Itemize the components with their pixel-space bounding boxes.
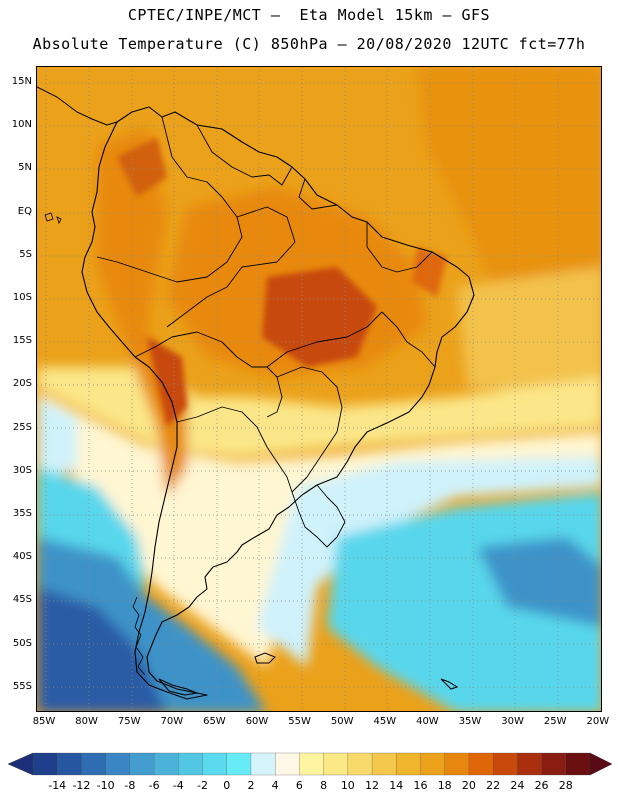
colorbar-swatch-12 (323, 752, 349, 776)
colorbar-swatch-4 (129, 752, 155, 776)
lon-label-30w: 30W (501, 716, 524, 727)
colorbar-swatch-21 (541, 752, 567, 776)
galapagos-islands (44, 212, 62, 225)
lat-label-15s: 15S (12, 335, 32, 347)
lon-label-65w: 65W (203, 716, 226, 727)
lon-label-60w: 60W (245, 716, 269, 727)
colorbar-label-4: -6 (148, 779, 160, 792)
country-borders (96, 116, 436, 548)
colorbar-swatch-17 (444, 752, 470, 776)
lat-label-10s: 10S (12, 292, 32, 303)
lat-label-40s: 40S (12, 551, 32, 563)
colorbar-swatch-0 (32, 752, 58, 776)
colorbar-label-11: 8 (320, 779, 328, 792)
colorbar-swatch-10 (275, 752, 300, 776)
lat-label-45s: 45S (12, 594, 32, 606)
field-hot-core (262, 267, 377, 367)
colorbar-swatch-18 (468, 752, 494, 776)
colorbar-label-16: 18 (437, 779, 452, 792)
colorbar-label-6: -2 (197, 779, 208, 792)
field-deep-blue (37, 587, 167, 711)
colorbar-label-9: 4 (271, 779, 279, 792)
colorbar-swatch-11 (299, 752, 325, 776)
colorbar-swatch-15 (396, 752, 421, 776)
chile-fjords (132, 596, 146, 676)
colorbar-swatch-6 (178, 752, 203, 776)
lon-label-25w: 25W (543, 716, 567, 727)
lon-label-55w: 55W (288, 716, 311, 727)
colorbar-label-0: -14 (48, 779, 67, 792)
colorbar-label-5: -4 (172, 779, 184, 792)
colorbar-swatch-3 (105, 752, 131, 776)
lat-label-5n: 5N (18, 162, 32, 174)
lat-label-50s: 50S (12, 637, 32, 649)
falkland-islands (254, 652, 276, 664)
colorbar-swatch-13 (347, 752, 373, 776)
colorbar-label-8: 2 (247, 779, 255, 792)
lat-label-eq: EQ (17, 205, 32, 217)
colorbar-label-14: 14 (389, 779, 404, 792)
colorbar-label-17: 20 (461, 779, 476, 792)
field-mid-blue (37, 537, 601, 711)
colorbar-label-13: 12 (365, 779, 380, 792)
colorbar-swatch-16 (420, 752, 446, 776)
lat-label-20s: 20S (12, 378, 32, 390)
colorbar-label-18: 22 (486, 779, 501, 792)
colorbar-label-1: -12 (72, 779, 91, 792)
colorbar-right-arrow (589, 752, 613, 776)
field-light-cyan (37, 397, 601, 667)
lat-label-10n: 10N (11, 119, 32, 131)
lon-label-45w: 45W (373, 716, 397, 727)
lat-label-15n: 15N (11, 76, 32, 87)
central-america-coastline (37, 86, 118, 126)
colorbar (7, 752, 613, 776)
lat-label-55s: 55S (12, 680, 32, 692)
south-america-coastline (81, 106, 475, 700)
field-ne-ocean (417, 67, 601, 317)
field-hot-north (117, 137, 167, 197)
lat-label-30s: 30S (12, 464, 32, 476)
colorbar-label-12: 10 (340, 779, 355, 792)
lat-label-25s: 25S (12, 421, 32, 433)
lat-label-35s: 35S (12, 508, 32, 519)
colorbar-label-2: -10 (96, 779, 115, 792)
lon-label-50w: 50W (330, 716, 354, 727)
colorbar-swatch-7 (202, 752, 228, 776)
field-hot-andes (147, 337, 187, 427)
colorbar-swatch-9 (250, 752, 276, 776)
colorbar-swatch-14 (371, 752, 397, 776)
lon-label-80w: 80W (75, 716, 98, 727)
field-e-light (457, 267, 601, 397)
colorbar-swatch-2 (81, 752, 107, 776)
colorbar-swatch-1 (57, 752, 82, 776)
tierra-del-fuego (158, 678, 199, 696)
lon-label-75w: 75W (117, 716, 141, 727)
lon-label-35w: 35W (458, 716, 482, 727)
title-line-2: Absolute Temperature (C) 850hPa – 20/08/… (32, 35, 586, 53)
colorbar-label-21: 28 (558, 779, 573, 792)
colorbar-swatch-5 (153, 752, 179, 776)
map-canvas (37, 67, 601, 711)
lon-label-20w: 20W (586, 716, 610, 727)
colorbar-swatch-20 (517, 752, 543, 776)
colorbar-label-3: -8 (124, 779, 136, 792)
colorbar-swatch-8 (226, 752, 252, 776)
colorbar-label-7: 0 (223, 779, 231, 792)
field-cyan (37, 467, 601, 711)
lat-label-5s: 5S (19, 248, 32, 260)
title-line-1: CPTEC/INPE/MCT – Eta Model 15km – GFS (127, 6, 491, 24)
lon-label-70w: 70W (160, 716, 184, 727)
lon-label-85w: 85W (32, 716, 56, 727)
colorbar-swatch-19 (492, 752, 518, 776)
colorbar-label-15: 16 (413, 779, 428, 792)
colorbar-swatch-22 (565, 752, 591, 776)
colorbar-label-19: 24 (510, 779, 525, 792)
colorbar-label-20: 26 (534, 779, 549, 792)
colorbar-label-10: 6 (295, 779, 303, 792)
south-georgia (440, 678, 459, 690)
temperature-map[interactable] (36, 66, 602, 712)
lon-label-40w: 40W (416, 716, 439, 727)
colorbar-left-arrow (7, 752, 34, 776)
